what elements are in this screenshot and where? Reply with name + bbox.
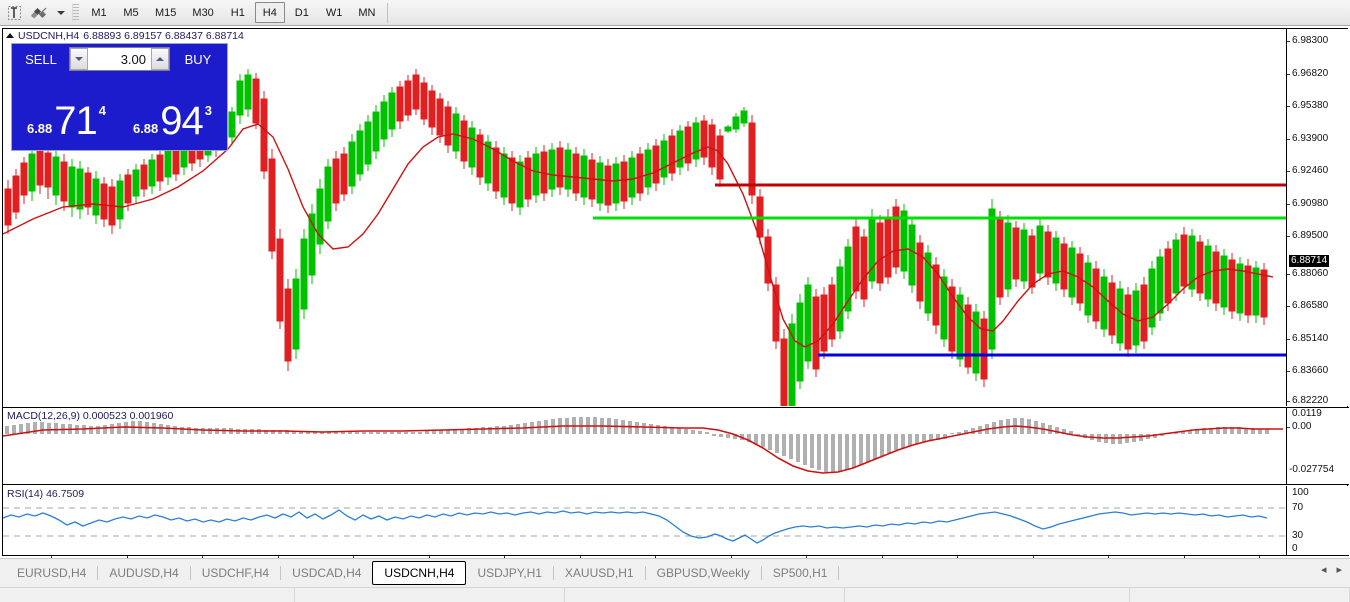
status-cell-5 xyxy=(1130,588,1350,602)
price-label-4: 6.92460 xyxy=(1292,165,1329,176)
tab-scroll-controls: ◂ ▸ xyxy=(1321,563,1342,576)
price-label-11: 6.82220 xyxy=(1292,395,1329,406)
rsi-line xyxy=(3,509,1268,544)
chevron-down-icon[interactable] xyxy=(54,2,68,24)
macd-chart-svg xyxy=(3,417,1283,474)
bid-price-button[interactable]: 6.88 71 4 xyxy=(15,74,118,145)
chart-tab-sp500[interactable]: SP500,H1 xyxy=(772,566,828,580)
toolbar-grip[interactable] xyxy=(72,3,79,22)
spinner-down-icon[interactable] xyxy=(70,48,88,70)
macd-axis[interactable]: 0.0119 0.00 -0.027754 xyxy=(1286,407,1349,485)
chart-header: USDCNH,H4 6.88893 6.89157 6.88437 6.8871… xyxy=(3,29,244,42)
timeframe-h1[interactable]: H1 xyxy=(230,6,245,19)
chart-tab-audusd[interactable]: AUDUSD,H4 xyxy=(109,566,179,580)
macd-signal-line xyxy=(3,425,1283,474)
timeframe-m15[interactable]: M15 xyxy=(155,6,177,19)
price-axis[interactable]: 6.98300 6.96820 6.95380 6.93900 6.92460 … xyxy=(1286,29,1349,406)
chart-tab-usdchf[interactable]: USDCHF,H4 xyxy=(201,566,270,580)
chart-tab-eurusd[interactable]: EURUSD,H4 xyxy=(17,566,87,580)
current-price-marker: 6.88714 xyxy=(1289,255,1330,267)
moving-average-line xyxy=(3,123,1274,348)
indicator-template-icon[interactable] xyxy=(28,2,52,24)
price-label-2: 6.95380 xyxy=(1292,100,1329,111)
timeframe-w1[interactable]: W1 xyxy=(325,6,343,19)
status-cell-3 xyxy=(565,588,845,602)
price-label-7: 6.88060 xyxy=(1292,268,1329,279)
chart-tabbar: EURUSD,H4 AUDUSD,H4 USDCHF,H4 USDCAD,H4 … xyxy=(0,558,1350,602)
ask-price-prefix: 6.88 xyxy=(132,121,159,136)
price-label-0: 6.98300 xyxy=(1292,35,1329,46)
price-label-10: 6.83660 xyxy=(1292,365,1329,376)
chart-tab-xauusd[interactable]: XAUUSD,H1 xyxy=(564,566,634,580)
rsi-label-100: 100 xyxy=(1292,487,1309,498)
chart-tab-usdcnh[interactable]: USDCNH,H4 xyxy=(372,561,467,585)
chart-symbol-label: USDCNH,H4 xyxy=(18,29,80,42)
macd-histogram xyxy=(5,417,1269,473)
buy-button[interactable]: BUY xyxy=(172,47,224,71)
status-cell-2 xyxy=(295,588,565,602)
timeframe-m30[interactable]: M30 xyxy=(192,6,214,19)
tab-separator xyxy=(97,566,99,580)
macd-label-2: -0.027754 xyxy=(1289,464,1335,475)
chart-window[interactable]: USDCNH,H4 6.88893 6.89157 6.88437 6.8871… xyxy=(2,28,1349,575)
status-cell-4 xyxy=(845,588,1130,602)
one-click-trading-prices: 6.88 71 4 6.88 94 3 xyxy=(12,74,227,148)
main-toolbar: M1 M5 M15 M30 H1 H4 D1 W1 MN xyxy=(0,0,1350,26)
rsi-axis[interactable]: 100 70 30 0 xyxy=(1286,486,1349,555)
timeframe-m5[interactable]: M5 xyxy=(123,6,139,19)
price-label-3: 6.93900 xyxy=(1292,133,1329,144)
tab-separator xyxy=(552,566,554,580)
chart-ohlc-label: 6.88893 6.89157 6.88437 6.88714 xyxy=(83,29,244,42)
tab-separator xyxy=(838,566,840,580)
toolbar-divider xyxy=(387,2,389,23)
status-cell-1 xyxy=(0,588,295,602)
timeframe-m1[interactable]: M1 xyxy=(91,6,107,19)
rsi-pane[interactable]: RSI(14) 46.7509 xyxy=(3,486,1286,555)
collapse-triangle-icon[interactable] xyxy=(6,33,14,38)
volume-stepper[interactable]: 3.00 xyxy=(69,47,170,71)
tab-separator xyxy=(189,566,191,580)
one-click-trading-controls: SELL 3.00 BUY xyxy=(12,44,227,74)
chart-tab-usdjpy[interactable]: USDJPY,H1 xyxy=(477,566,542,580)
macd-label-1: 0.00 xyxy=(1292,421,1312,432)
timeframe-mn[interactable]: MN xyxy=(358,6,376,19)
ask-price-button[interactable]: 6.88 94 3 xyxy=(121,74,224,145)
price-label-5: 6.90980 xyxy=(1292,198,1329,209)
ask-price-main: 94 xyxy=(160,99,203,143)
macd-pane[interactable]: MACD(12,26,9) 0.000523 0.001960 xyxy=(3,407,1286,485)
rsi-label-0: 0 xyxy=(1292,543,1298,554)
crosshair-cursor-icon[interactable] xyxy=(2,2,26,24)
macd-label-0: 0.0119 xyxy=(1292,408,1322,419)
spinner-up-icon[interactable] xyxy=(151,48,169,70)
arrow-left-icon[interactable]: ◂ xyxy=(1320,564,1327,576)
ask-price-pip: 3 xyxy=(204,103,213,118)
volume-input[interactable]: 3.00 xyxy=(88,48,151,70)
chart-tab-gbpusd-weekly[interactable]: GBPUSD,Weekly xyxy=(656,566,750,580)
price-label-8: 6.86580 xyxy=(1292,300,1329,311)
price-label-9: 6.85140 xyxy=(1292,333,1329,344)
tab-separator xyxy=(644,566,646,580)
bid-price-pip: 4 xyxy=(98,103,107,118)
sell-button[interactable]: SELL xyxy=(15,47,67,71)
rsi-title: RSI(14) 46.7509 xyxy=(7,488,85,500)
bid-price-main: 71 xyxy=(54,99,97,143)
timeframe-h4[interactable]: H4 xyxy=(254,2,285,23)
price-label-6: 6.89500 xyxy=(1292,230,1329,241)
timeframe-d1[interactable]: D1 xyxy=(294,6,309,19)
bid-price-prefix: 6.88 xyxy=(26,121,53,136)
rsi-chart-svg xyxy=(3,507,1286,544)
rsi-label-30: 30 xyxy=(1292,530,1304,541)
arrow-right-icon[interactable]: ▸ xyxy=(1336,564,1342,576)
tab-separator xyxy=(280,566,282,580)
price-label-1: 6.96820 xyxy=(1292,68,1329,79)
one-click-trading-panel[interactable]: SELL 3.00 BUY 6.88 71 4 6.88 94 3 xyxy=(11,43,228,151)
rsi-label-70: 70 xyxy=(1292,502,1304,513)
chart-tab-usdcad[interactable]: USDCAD,H4 xyxy=(292,566,362,580)
macd-title: MACD(12,26,9) 0.000523 0.001960 xyxy=(7,410,174,422)
status-bar xyxy=(0,587,1350,602)
chart-tab-strip: EURUSD,H4 AUDUSD,H4 USDCHF,H4 USDCAD,H4 … xyxy=(0,559,1350,587)
tab-separator xyxy=(760,566,762,580)
